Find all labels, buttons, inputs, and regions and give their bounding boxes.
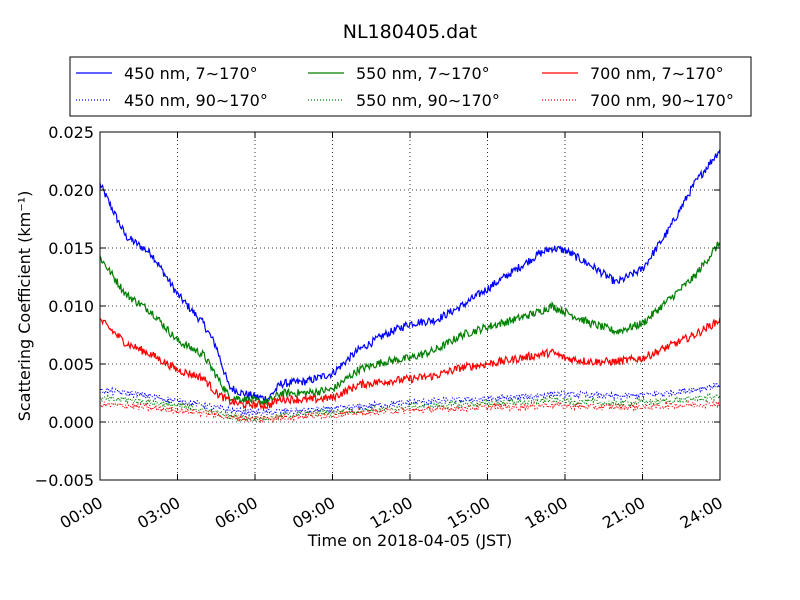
legend-label: 450 nm, 90∼170°	[124, 91, 268, 110]
y-tick-label: −0.005	[35, 471, 94, 490]
y-tick-label: 0.015	[48, 239, 94, 258]
legend-label: 550 nm, 7∼170°	[356, 64, 490, 83]
axis-ticks	[99, 131, 721, 481]
series-group	[99, 149, 721, 424]
series-450nm-7-170	[99, 149, 721, 404]
series-550nm-7-170	[99, 241, 721, 406]
series-450nm-90-170	[99, 382, 721, 417]
y-tick-label: 0.025	[48, 123, 94, 142]
legend-label: 700 nm, 7∼170°	[590, 64, 724, 83]
x-axis-label: Time on 2018-04-05 (JST)	[307, 531, 512, 550]
series-700nm-7-170	[99, 317, 721, 411]
legend-label: 550 nm, 90∼170°	[356, 91, 500, 110]
y-tick-label: 0.010	[48, 297, 94, 316]
legend-label: 450 nm, 7∼170°	[124, 64, 258, 83]
y-tick-labels: −0.005 0.000 0.005 0.010 0.015 0.020 0.025	[35, 123, 94, 490]
y-axis-label: Scattering Coefficient (km⁻¹)	[15, 191, 34, 422]
legend: 450 nm, 7∼170° 450 nm, 90∼170° 550 nm, 7∼1…	[69, 56, 752, 117]
legend-box	[69, 56, 752, 117]
y-tick-label: 0.020	[48, 181, 94, 200]
series-550nm-90-170	[99, 391, 721, 423]
chart-title: NL180405.dat	[343, 21, 478, 43]
y-tick-label: 0.000	[48, 413, 94, 432]
legend-label: 700 nm, 90∼170°	[590, 91, 734, 110]
y-tick-label: 0.005	[48, 355, 94, 374]
series-700nm-90-170	[99, 399, 721, 424]
